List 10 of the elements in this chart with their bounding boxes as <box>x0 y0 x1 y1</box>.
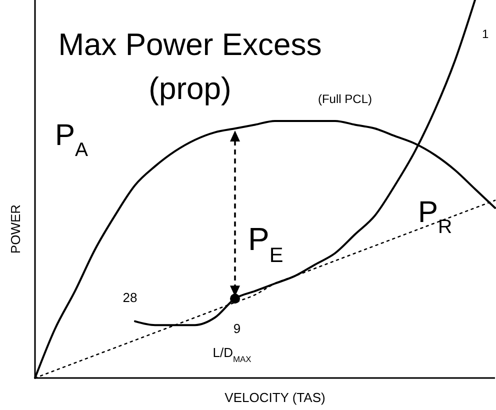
series-label: P$_{R}$ <box>418 196 452 238</box>
y-axis-title: POWER <box>8 204 23 254</box>
annotation: P$_{E}$ <box>248 221 284 266</box>
annotation: 28 <box>122 290 138 305</box>
annotation: L/D$_{MAX}$ <box>212 345 252 364</box>
annotation: 9 <box>233 321 241 336</box>
annotation: 1 <box>482 27 489 41</box>
series-label: P$_{A}$ <box>55 119 88 161</box>
annotation: (Full PCL) <box>318 92 372 106</box>
x-axis-title: VELOCITY (TAS) <box>224 390 326 405</box>
